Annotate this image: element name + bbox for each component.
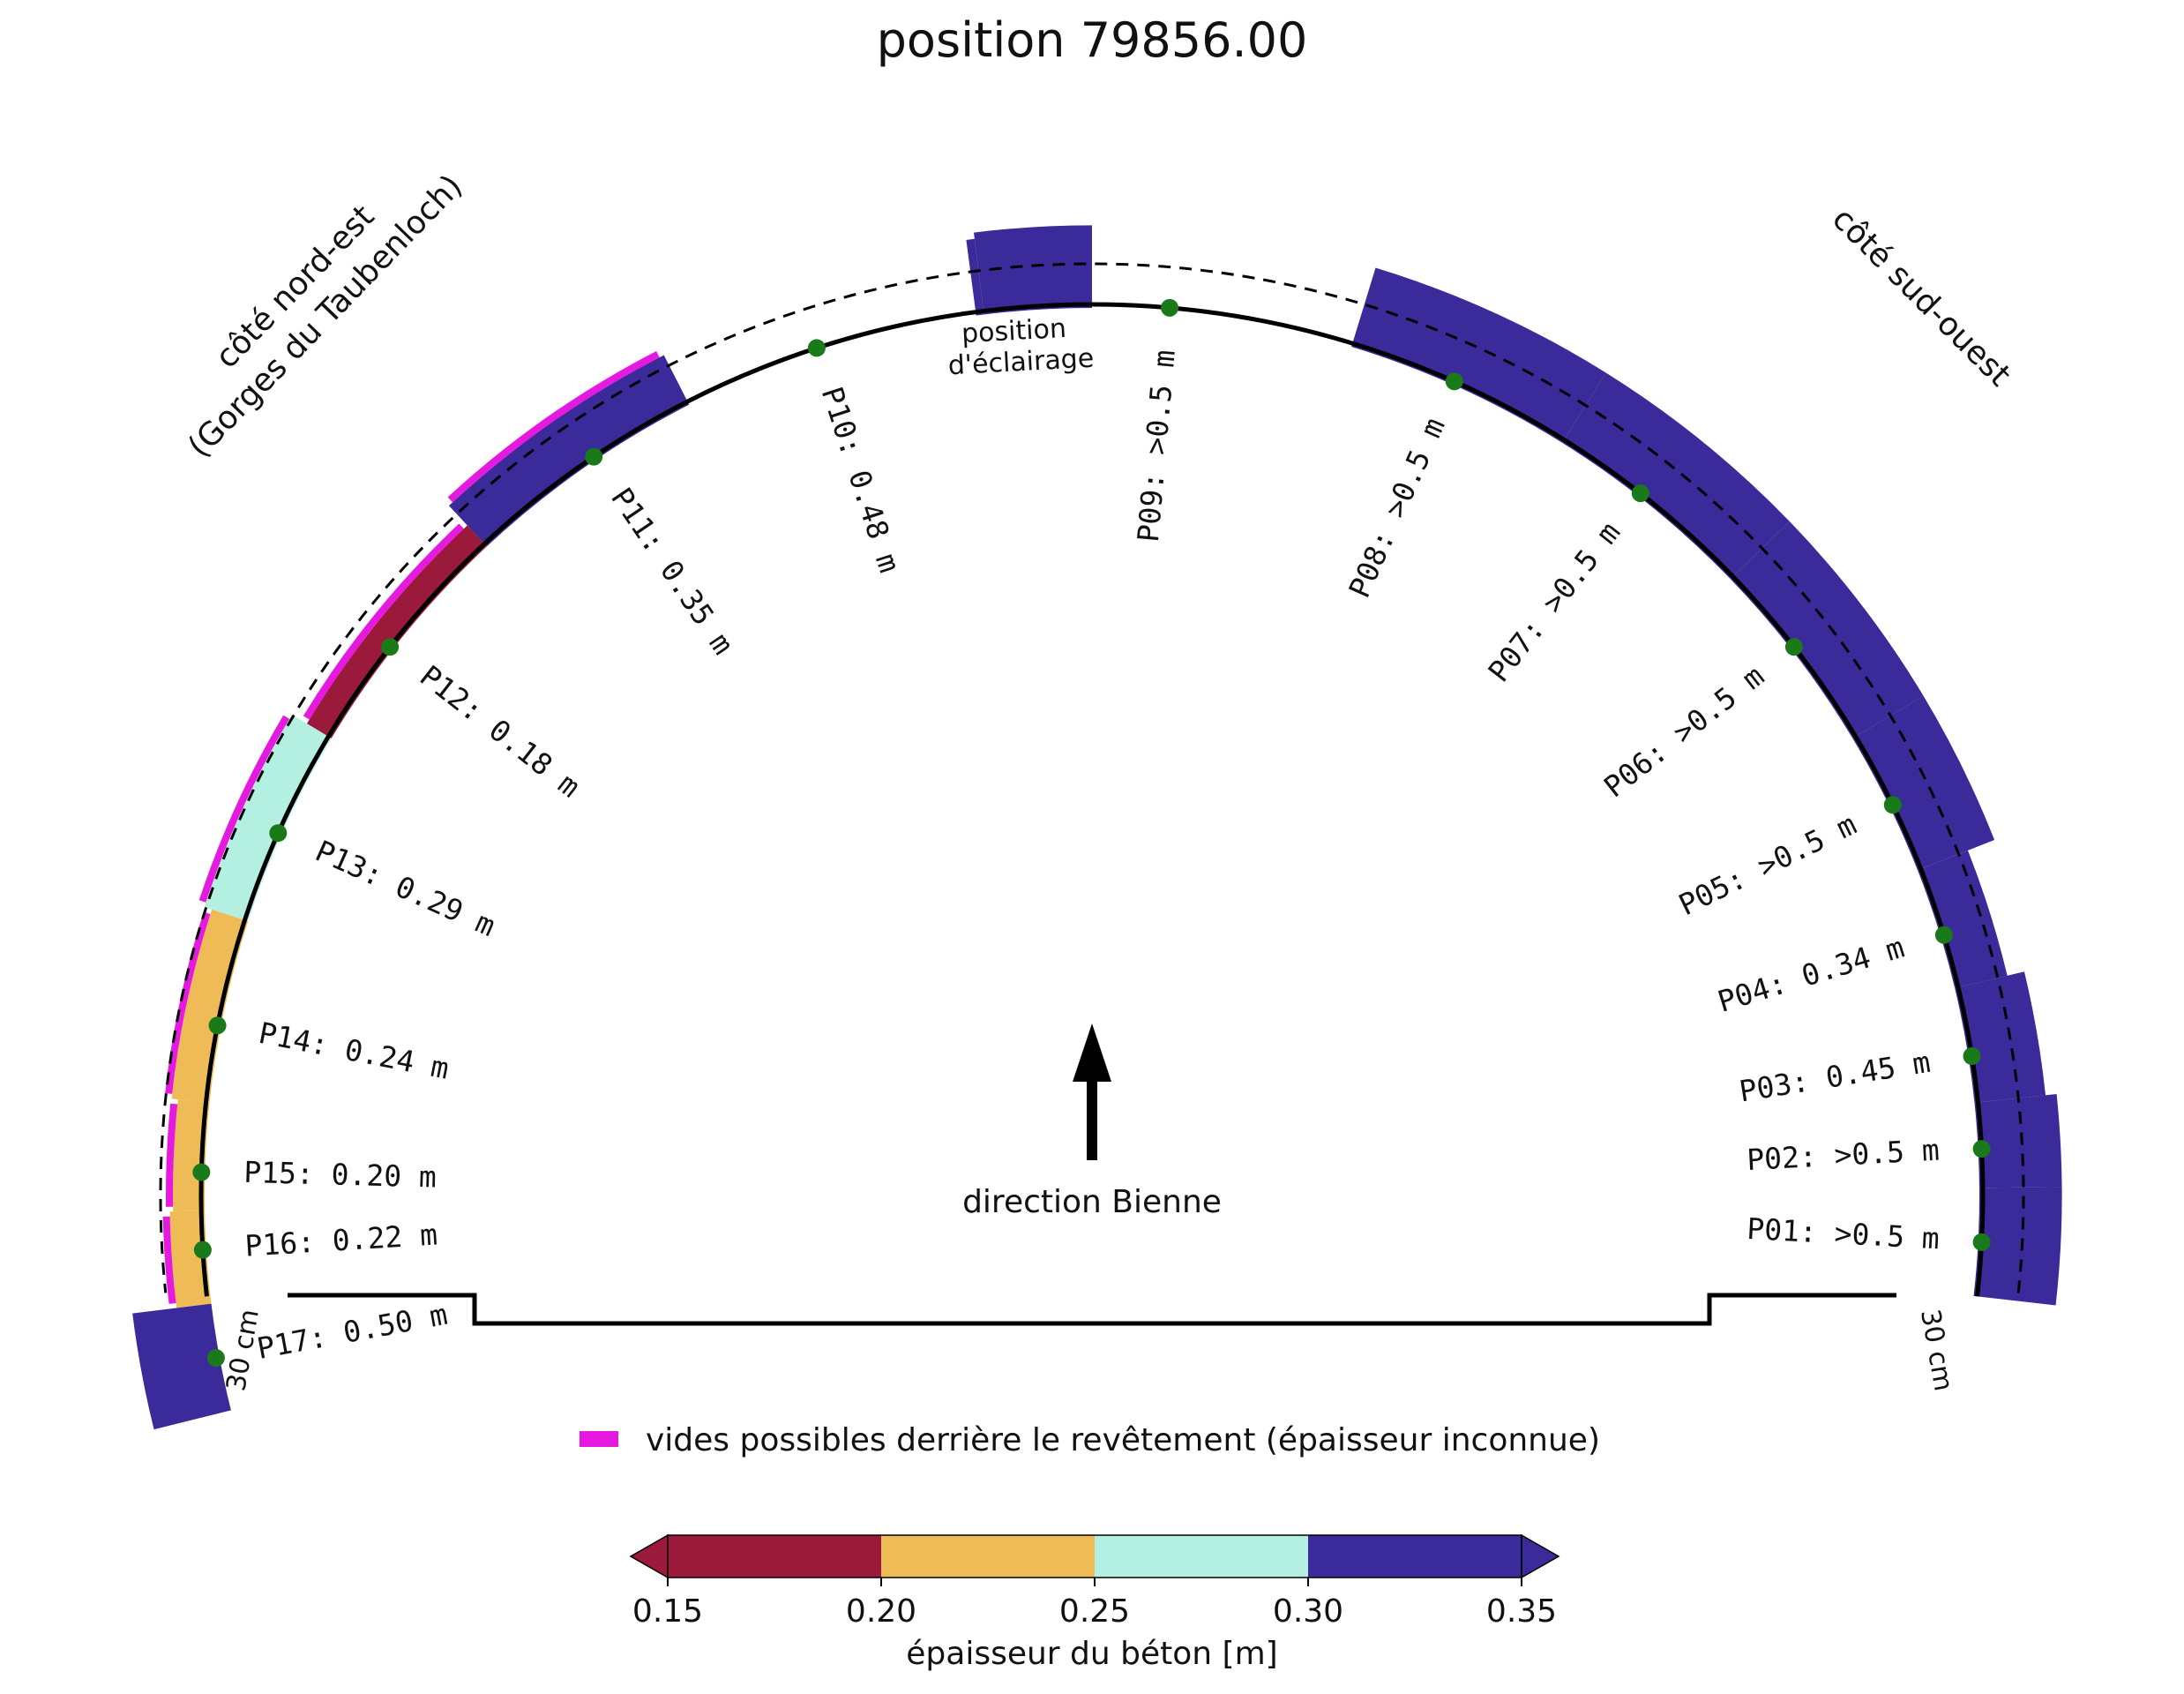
lining-segments [132, 225, 2062, 1430]
tunnel-floor [288, 1293, 1896, 1326]
scale-label-right: 30 cm [1914, 1307, 1959, 1393]
lighting-label-line2: d'éclairage [947, 343, 1095, 382]
colorbar-tick-label-2: 0.25 [1059, 1593, 1130, 1630]
colorbar-tick-label-1: 0.20 [846, 1593, 916, 1630]
measurement-label-p16: P16: 0.22 m [244, 1217, 439, 1263]
colorbar-bin-3 [1308, 1535, 1522, 1578]
measurement-point-p02 [1972, 1140, 1991, 1158]
measurement-label-p06: P06: >0.5 m [1597, 658, 1770, 804]
measurement-point-p10 [807, 339, 826, 357]
side-label-northeast-line2: (Gorges du Taubenloch) [182, 169, 470, 465]
measurement-point-p04 [1934, 926, 1953, 944]
measurement-label-p09: P09: >0.5 m [1131, 349, 1182, 543]
measurement-label-p10: P10: 0.48 m [815, 383, 908, 577]
measurement-point-p01 [1972, 1233, 1991, 1251]
measurement-point-p13 [269, 824, 288, 843]
void-marker-p13 [198, 715, 290, 903]
measurement-label-p15: P15: 0.20 m [243, 1155, 437, 1195]
void-marker-p12 [303, 523, 464, 720]
measurement-label-p14: P14: 0.24 m [256, 1016, 452, 1086]
title: position 79856.00 [877, 12, 1308, 68]
void-marker-p15 [166, 1103, 178, 1207]
measurement-point-p08 [1445, 372, 1463, 391]
void-marker-p16 [162, 1216, 176, 1304]
measurement-point-p16 [193, 1241, 212, 1259]
lining-segment-p06 [1730, 521, 1924, 738]
measurement-label-p05: P05: >0.5 m [1673, 806, 1862, 922]
void-marker-p14 [165, 911, 211, 1094]
lining-segment-p13 [204, 714, 332, 922]
measurement-label-p02: P02: >0.5 m [1746, 1133, 1940, 1177]
measurement-point-p07 [1631, 484, 1649, 503]
measurement-label-p08: P08: >0.5 m [1342, 413, 1452, 603]
colorbar-tick-label-4: 0.35 [1486, 1593, 1557, 1630]
void-segments [162, 350, 660, 1304]
measurement-label-p12: P12: 0.18 m [414, 658, 587, 804]
colorbar-label: épaisseur du béton [m] [906, 1636, 1277, 1672]
legend-void-label: vides possibles derrière le revêtement (… [646, 1422, 1600, 1458]
measurement-label-p04: P04: 0.34 m [1714, 930, 1908, 1019]
measurement-point-p15 [192, 1163, 211, 1181]
measurement-point-p17 [206, 1349, 225, 1368]
measurement-point-p12 [381, 638, 400, 656]
lining-segment-p02 [1974, 1094, 2062, 1188]
direction-label: direction Bienne [962, 1184, 1222, 1220]
measurement-point-p14 [208, 1016, 227, 1035]
colorbar: 0.15 0.20 0.25 0.30 0.35 [629, 1533, 1560, 1630]
measurement-label-p17: P17: 0.50 m [254, 1297, 450, 1366]
lining-segment-p03 [1955, 971, 2046, 1103]
scale-label-left: 30 cm [221, 1307, 266, 1393]
measurement-label-p01: P01: >0.5 m [1746, 1211, 1940, 1256]
measurement-label-p07: P07: >0.5 m [1481, 515, 1627, 688]
void-marker-p11 [447, 350, 660, 503]
colorbar-over-arrow [1521, 1533, 1560, 1579]
colorbar-tick-label-3: 0.30 [1273, 1593, 1343, 1630]
measurement-point-p05 [1883, 796, 1902, 814]
lining-segment-p09 [973, 225, 1092, 315]
measurement-points [192, 298, 1991, 1368]
side-label-southwest: côté sud-ouest [1825, 201, 2017, 394]
measurement-point-p11 [585, 447, 603, 466]
lining-segment-p11 [448, 355, 690, 547]
legend-void-swatch [580, 1431, 618, 1447]
lining-segment-p04 [1918, 850, 2008, 989]
measurement-label-p03: P03: 0.45 m [1737, 1045, 1933, 1109]
colorbar-bin-2 [1095, 1535, 1308, 1578]
colorbar-tick-label-0: 0.15 [632, 1593, 703, 1630]
direction-arrow-head [1073, 1023, 1111, 1082]
measurement-label-p11: P11: 0.35 m [604, 482, 741, 661]
lining-segment-p14 [171, 909, 249, 1103]
lining-segment-p12 [306, 525, 487, 738]
colorbar-bin-1 [881, 1535, 1095, 1578]
measurement-point-p03 [1963, 1047, 1981, 1066]
measurement-label-p13: P13: 0.29 m [310, 834, 501, 944]
lining-segment-p05 [1852, 695, 1995, 871]
lighting-label-line1: position [961, 313, 1066, 349]
tunnel-intrados [198, 302, 1986, 1297]
lining-segment-p08 [1351, 267, 1606, 443]
colorbar-bin-0 [668, 1535, 881, 1578]
measurement-point-p06 [1784, 638, 1803, 656]
lining-segment-p10 [966, 238, 984, 316]
lining-segment-p01 [1973, 1187, 2062, 1306]
lining-segment-p17 [132, 1303, 231, 1430]
measurement-point-p09 [1161, 298, 1179, 317]
colorbar-under-arrow [629, 1533, 669, 1579]
lining-segment-p07 [1562, 372, 1790, 580]
